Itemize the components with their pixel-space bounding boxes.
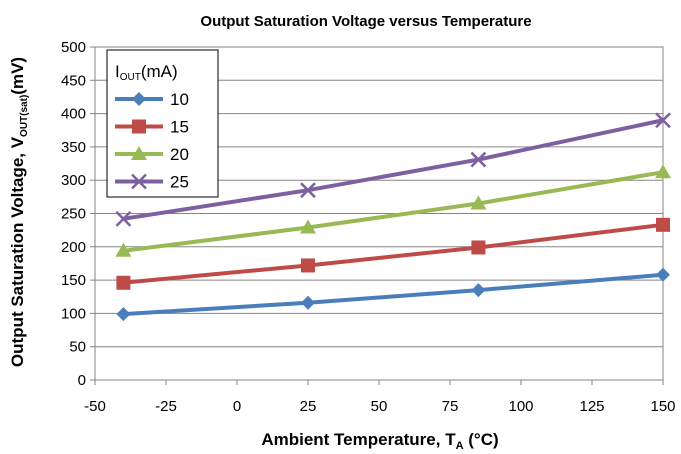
x-tick-label: -25 — [155, 398, 177, 415]
data-point — [471, 283, 486, 298]
series-25 — [115, 112, 671, 227]
data-point — [116, 307, 131, 322]
x-tick-label: 50 — [371, 398, 388, 415]
y-tick-label: 400 — [61, 106, 86, 123]
y-tick-label: 500 — [61, 39, 86, 56]
y-axis-label: Output Saturation Voltage, VOUT(sat)(mV) — [8, 57, 30, 367]
legend-label: 20 — [170, 145, 189, 164]
data-point — [655, 164, 671, 179]
data-point — [656, 267, 670, 282]
data-point — [470, 151, 487, 168]
data-point — [655, 112, 671, 129]
series-10 — [116, 267, 670, 322]
series-20 — [115, 164, 671, 257]
data-point — [115, 242, 132, 257]
series-line — [123, 222, 664, 285]
data-point — [132, 119, 146, 134]
x-tick-label: 0 — [233, 398, 241, 415]
data-point — [131, 173, 147, 190]
data-point — [301, 258, 315, 273]
y-tick-label: 200 — [61, 239, 86, 256]
series-lines — [115, 112, 671, 322]
legend-item-20: 20 — [115, 145, 189, 164]
legend-title: IOUT(mA) — [115, 62, 178, 83]
data-point — [300, 219, 316, 234]
plot-area — [94, 46, 664, 381]
data-point — [656, 217, 670, 232]
y-tick-label: 450 — [61, 72, 86, 89]
x-tick-label: 25 — [300, 398, 317, 415]
y-tick-label: 350 — [61, 139, 86, 156]
y-tick-label: 250 — [61, 206, 86, 223]
y-tick-label: 150 — [61, 272, 86, 289]
series-line — [123, 170, 664, 253]
x-axis-label: Ambient Temperature, TA (°C) — [261, 430, 498, 452]
y-tick-label: 50 — [69, 339, 86, 356]
data-point — [301, 295, 315, 310]
x-tick-labels: -50 -25 0 25 50 75 100 125 150 — [84, 398, 675, 415]
legend-label: 15 — [170, 118, 189, 137]
y-tick-label: 300 — [61, 172, 86, 189]
legend-label: 10 — [170, 90, 189, 109]
y-tick-label: 0 — [78, 372, 86, 389]
x-tick-label: 150 — [650, 398, 675, 415]
legend-item-10: 10 — [115, 90, 189, 109]
legend-label: 25 — [170, 173, 189, 192]
x-tick-label: -50 — [84, 398, 106, 415]
x-tick-label: 75 — [442, 398, 459, 415]
axes — [90, 46, 664, 385]
data-point — [470, 195, 487, 210]
data-point — [115, 210, 132, 227]
legend-item-25: 25 — [115, 173, 189, 192]
legend: IOUT(mA) 10 15 20 25 — [106, 49, 219, 198]
legend-item-15: 15 — [115, 118, 189, 137]
data-point — [116, 275, 131, 290]
chart-title: Output Saturation Voltage versus Tempera… — [200, 13, 531, 30]
y-tick-labels: 0 50 100 150 200 250 300 350 400 450 500 — [61, 39, 86, 389]
legend-items: 10 15 20 25 — [115, 90, 189, 192]
data-point — [471, 240, 486, 255]
data-point — [131, 146, 147, 160]
series-line — [123, 272, 664, 317]
y-tick-label: 100 — [61, 305, 86, 322]
data-point — [300, 182, 316, 199]
data-point — [132, 92, 146, 106]
series-15 — [116, 217, 670, 290]
x-tick-label: 125 — [579, 398, 604, 415]
x-tick-label: 100 — [508, 398, 533, 415]
legend-box — [106, 49, 219, 198]
series-line — [123, 118, 664, 221]
